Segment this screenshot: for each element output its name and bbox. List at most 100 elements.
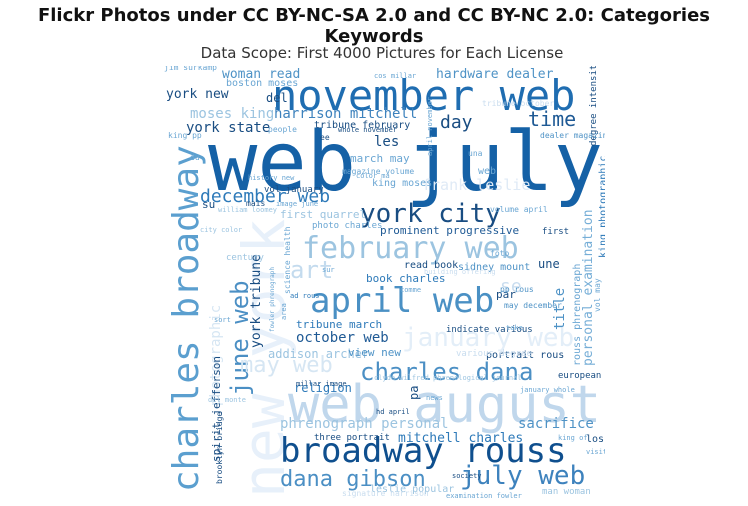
chart-title: Flickr Photos under CC BY-NC-SA 2.0 and … (37, 5, 711, 47)
word-william-loomey: william loomey (218, 206, 277, 214)
word-new-york: new york (230, 219, 298, 498)
word-november-web: november web (272, 71, 575, 120)
word-mais: mais (246, 199, 265, 208)
chart-subtitle: Data Scope: First 4000 Pictures for Each… (200, 44, 564, 62)
word-whole-november: whole november (338, 126, 397, 134)
word-york-city: york city (360, 199, 501, 229)
word-vol-may: vol may (593, 278, 602, 312)
word-foto: foto (490, 249, 509, 258)
word-day: day (440, 112, 473, 133)
word-los: los (586, 434, 604, 445)
word-title: title (552, 288, 568, 330)
word-january-whole: january whole (520, 386, 575, 394)
word-phrenograph-personal: phrenograph personal (280, 416, 449, 432)
word-cos-millar: cos millar (374, 72, 416, 80)
word-march-may: march may (350, 152, 410, 165)
word-hd-april: hd april (376, 408, 410, 416)
word-take: take (506, 324, 523, 332)
word-pp-rous: pp rous (500, 285, 534, 294)
word-ad-rous: ad rous (290, 292, 320, 300)
word-examination-fowler: examination fowler (446, 492, 522, 498)
word-degree-intensity: degree intensity (589, 66, 599, 146)
word-frank-leslie: frank leslie (422, 176, 530, 194)
word-tribune-october: tribune october (482, 99, 554, 108)
word-fowler-phrenograph: fowler phrenograph (269, 267, 276, 332)
word-par: par (496, 288, 516, 301)
word-web: web (478, 166, 496, 177)
word-first-quarrel: first quarrel (280, 208, 366, 221)
word-jim-surkamp: jim surkamp (164, 66, 217, 72)
word-ee: ee (320, 133, 330, 142)
word-century: century (226, 253, 265, 263)
word-portrait-rous: portrait rous (486, 350, 564, 361)
word-may-web: may web (240, 353, 333, 378)
word-city-color: city color (200, 226, 242, 234)
word-sort: sort (214, 316, 231, 324)
word-volume-april: volume april (490, 205, 548, 214)
word-july-web: july web (460, 461, 585, 491)
word-une: une (538, 257, 560, 271)
word-king-photographic: king photographic (598, 156, 605, 258)
word-web-august: web august (288, 375, 601, 435)
word-tribune-march: tribune march (296, 318, 382, 331)
word-book-charles: book charles (366, 272, 445, 285)
word-time: time (528, 107, 576, 131)
word-se: se (500, 276, 522, 297)
word-tribune-february: tribune february (314, 120, 410, 131)
word-dana-gibson: dana gibson (280, 467, 426, 492)
word-visit: visit (586, 448, 605, 456)
word-york-tribune: york tribune (249, 254, 264, 348)
word-indicate-various: indicate various (446, 325, 533, 335)
word-les: les (374, 134, 399, 150)
word-broadway-rouss: broadway rouss (280, 431, 567, 471)
word-april-web: april web (310, 281, 494, 321)
word-religion: religion (294, 381, 352, 395)
word-cloud: web july new york web august november web ch… (160, 66, 605, 498)
word-three-portrait: three portrait (314, 433, 390, 443)
word-color-ma: color ma (356, 172, 390, 180)
word-du: du (190, 153, 200, 162)
word-signature-harrison: signature harrison (342, 489, 429, 498)
word-boston-moses: boston moses (226, 78, 298, 89)
word-first: first (542, 227, 569, 237)
word-king-of: king of (558, 434, 588, 442)
word-moses-king: moses king (190, 106, 274, 122)
word-charles-dana: charles dana (360, 358, 533, 386)
word-leslie-popular: leslie popular (370, 484, 454, 495)
word-people: people (268, 125, 297, 134)
word-news: news (426, 394, 443, 402)
word-king-pp: king pp (168, 131, 202, 140)
word-personal-examination: personal examination (581, 209, 596, 366)
word-harrison-mitchell: harrison mitchell (274, 106, 417, 122)
word-king-moses: king moses (372, 178, 432, 189)
word-february-web: february web (302, 231, 519, 266)
word-june-web: june web (226, 280, 254, 396)
word-sidney-mount: sidney mount (458, 262, 530, 273)
word-october-web: october web (296, 330, 389, 346)
word-science-health: science health (283, 226, 292, 294)
word-prominent-progressive: prominent progressive (380, 224, 519, 237)
word-clyde-wilfred-phrenological-journal: clyde wilfred phrenological journal (374, 374, 522, 382)
word-rouss-phrenograph: rouss phrenograph (572, 264, 583, 366)
word-del: del (266, 91, 288, 105)
word-sacrifice: sacrifice (518, 416, 594, 432)
word-brooklyn-bridge: brooklyn bridge (215, 412, 224, 484)
word-york-state: york state (186, 120, 270, 136)
word-april-november: april november (426, 97, 434, 156)
word-magazine-volume: magazine volume (342, 167, 414, 176)
word-una: una (468, 149, 483, 158)
word-building-offering: building offering (424, 268, 496, 276)
word-charles-broadway: charles broadway (166, 145, 207, 492)
word-vol-january: vol january (264, 185, 324, 195)
word-addison-archer: addison archer (268, 347, 369, 361)
word-photo-charles: photo charles (312, 221, 382, 231)
word-pa: pa (407, 386, 421, 400)
word-dealer-magazine: dealer magazine (540, 131, 605, 140)
word-art: art (290, 256, 333, 284)
word-mitchell-charles: mitchell charles (398, 431, 523, 446)
word-january-web: january web (402, 323, 574, 353)
word-european: european (558, 371, 601, 381)
word-woman-read: woman read (222, 67, 300, 82)
word-history-new: history new (248, 174, 295, 182)
word-various-degree: various degree (456, 349, 532, 359)
